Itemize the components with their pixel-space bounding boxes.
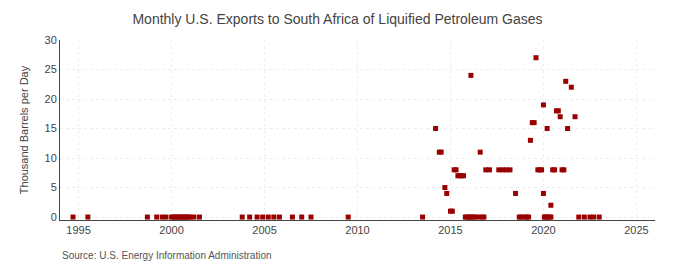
svg-text:30: 30 xyxy=(45,34,57,46)
svg-text:2000: 2000 xyxy=(159,224,183,236)
svg-text:10: 10 xyxy=(45,152,57,164)
svg-text:Monthly U.S. Exports to South: Monthly U.S. Exports to South Africa of … xyxy=(132,11,542,27)
svg-text:Source: U.S. Energy Informatio: Source: U.S. Energy Information Administ… xyxy=(62,250,272,261)
svg-text:2015: 2015 xyxy=(438,224,462,236)
svg-text:5: 5 xyxy=(51,181,57,193)
svg-text:Thousand Barrels per Day: Thousand Barrels per Day xyxy=(18,65,30,194)
svg-text:15: 15 xyxy=(45,122,57,134)
svg-text:2020: 2020 xyxy=(531,224,555,236)
svg-text:2005: 2005 xyxy=(252,224,276,236)
svg-text:20: 20 xyxy=(45,93,57,105)
svg-text:0: 0 xyxy=(51,211,57,223)
svg-text:1995: 1995 xyxy=(66,224,90,236)
svg-text:2025: 2025 xyxy=(624,224,648,236)
svg-text:25: 25 xyxy=(45,63,57,75)
svg-text:2010: 2010 xyxy=(345,224,369,236)
